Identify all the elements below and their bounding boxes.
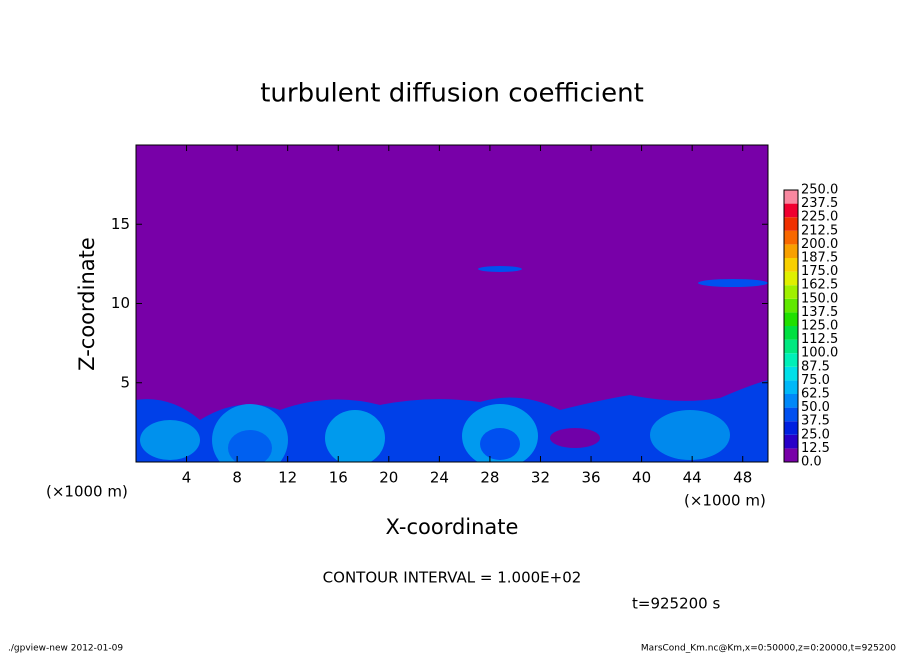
x-tick-label: 32 [531, 469, 550, 487]
x-tick-label: 24 [430, 469, 449, 487]
x-tick-label: 44 [683, 469, 702, 487]
colorbar-label: 75.0 [801, 373, 830, 388]
x-tick-label: 36 [581, 469, 600, 487]
colorbar-box [784, 244, 798, 258]
x-tick-label: 12 [278, 469, 297, 487]
colorbar-label: 50.0 [801, 400, 830, 415]
x-tick-label: 8 [232, 469, 242, 487]
colorbar-label: 212.5 [801, 223, 838, 238]
x-unit: (×1000 m) [684, 492, 766, 510]
colorbar-label: 187.5 [801, 251, 838, 266]
colorbar-box [784, 258, 798, 272]
chart-title: turbulent diffusion coefficient [260, 79, 644, 109]
x-tick-label: 40 [632, 469, 651, 487]
colorbar-label: 25.0 [801, 427, 830, 442]
colorbar-box [784, 203, 798, 218]
footer-left: ./gpview-new 2012-01-09 [8, 644, 123, 654]
y-tick-label: 10 [111, 294, 130, 312]
colorbar-label: 237.5 [801, 196, 838, 211]
colorbar-box [784, 230, 798, 245]
colorbar-label: 175.0 [801, 264, 838, 279]
colorbar-box [784, 312, 798, 326]
x-axis-label: X-coordinate [386, 515, 519, 539]
x-tick-label: 16 [329, 469, 348, 487]
colorbar-box [784, 326, 798, 340]
y-unit: (×1000 m) [46, 483, 128, 501]
x-tick-label: 20 [379, 469, 398, 487]
colorbar-box [784, 380, 798, 394]
colorbar-label: 137.5 [801, 305, 838, 320]
colorbar-label: 100.0 [801, 346, 838, 361]
y-tick-label: 15 [111, 215, 130, 233]
colorbar-label: 150.0 [801, 291, 838, 306]
colorbar-label: 225.0 [801, 210, 838, 225]
colorbar-label: 0.0 [801, 455, 822, 470]
footer-right: MarsCond_Km.nc@Km,x=0:50000,z=0:20000,t=… [641, 644, 896, 654]
colorbar-box [784, 271, 798, 286]
colorbar-label: 250.0 [801, 183, 838, 198]
y-axis-label: Z-coordinate [75, 237, 99, 371]
colorbar-box [784, 285, 798, 299]
colorbar-box [784, 394, 798, 408]
colorbar-label: 162.5 [801, 278, 838, 293]
colorbar-box [784, 366, 798, 381]
colorbar-label: 87.5 [801, 359, 830, 374]
colorbar-box [784, 217, 798, 231]
x-tick-label: 4 [182, 469, 192, 487]
colorbar-box [784, 298, 798, 313]
colorbar-box [784, 339, 798, 354]
colorbar-box [784, 407, 798, 422]
colorbar-box [784, 434, 798, 449]
x-tick-label: 48 [733, 469, 752, 487]
colorbar-box [784, 353, 798, 367]
colorbar-frame [783, 189, 799, 463]
colorbar-box [784, 421, 798, 435]
turbulent-layer [136, 266, 768, 462]
colorbar-label: 37.5 [801, 414, 830, 429]
colorbar-label: 200.0 [801, 237, 838, 252]
contour-note: CONTOUR INTERVAL = 1.000E+02 [323, 569, 582, 587]
y-tick-label: 5 [120, 373, 130, 391]
colorbar-label: 112.5 [801, 332, 838, 347]
colorbar-label: 125.0 [801, 319, 838, 334]
colorbar-box [784, 448, 798, 462]
colorbar-label: 12.5 [801, 441, 830, 456]
time-label: t=925200 s [632, 595, 720, 613]
colorbar-box [784, 190, 798, 204]
x-tick-label: 28 [480, 469, 499, 487]
colorbar-label: 62.5 [801, 387, 830, 402]
